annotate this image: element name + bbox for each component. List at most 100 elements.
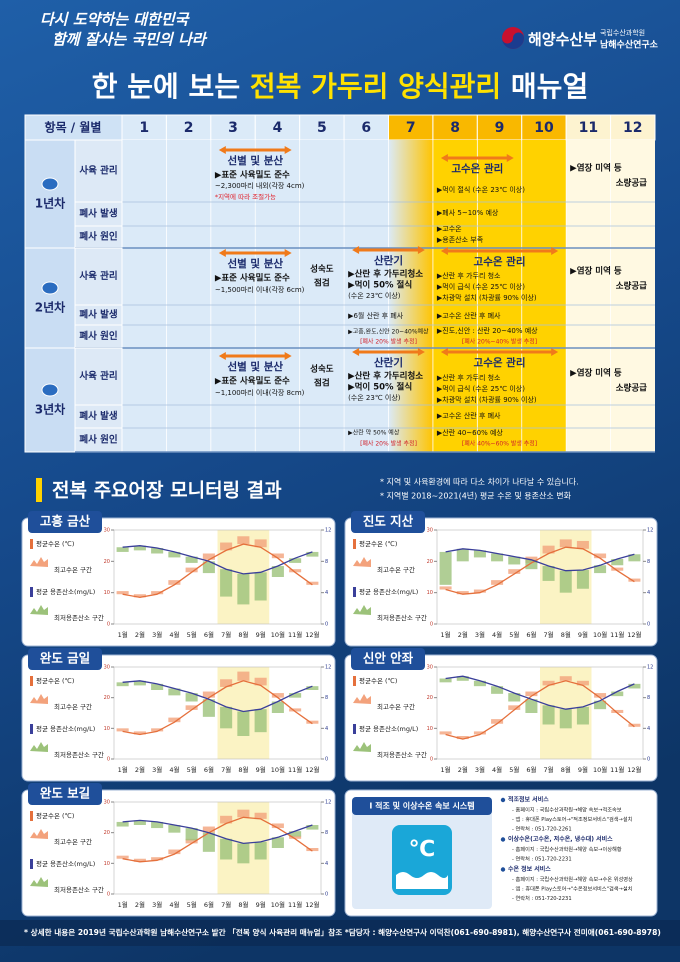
x-tick-label: 11월 [610,765,624,774]
max-temp-band [576,680,589,686]
x-tick-label: 10월 [271,900,285,909]
cell-text: ~2,300마리 내외(각장 4cm) [215,181,305,190]
min-do-band [237,573,250,605]
cell-text: ▶차광막 설치 (차광률 90% 이상) [437,293,537,302]
y-tick-label: 0 [430,622,433,628]
max-temp-band [168,717,181,723]
series-line [122,819,313,845]
legend-swatch [30,539,33,549]
legend-label: 평균수온 (℃) [36,539,74,548]
month-column [122,140,167,452]
max-temp-band [202,691,215,698]
legend-label: 평균 용존산소(mg/L) [36,859,95,868]
row-label-cell [74,427,123,453]
legend-label: 최고수온 구간 [54,702,92,711]
institute: 남해수산연구소 [600,39,659,51]
row-label: 사육 관리 [79,165,117,177]
cell-text: ▶산란 후 가두리 청소 [437,271,501,280]
legend-swatch [30,859,33,869]
x-tick-label: 6월 [526,630,536,639]
max-temp-band [271,823,284,829]
max-temp-band [133,858,146,862]
min-do-band [168,825,181,833]
max-temp-band [116,591,129,595]
month-column [521,140,567,452]
arrow-head [284,146,292,154]
min-do-band [271,837,284,848]
max-temp-band [133,594,146,598]
min-do-band [220,706,233,729]
x-tick-label: 5월 [509,765,519,774]
y-tick-label: 30 [104,800,110,806]
legend-label: 최고수온 구간 [377,565,415,574]
min-do-band [289,831,302,837]
y-tick-label: 0 [107,757,110,763]
chart-title: 완도 보길 [40,786,90,801]
max-temp-band [289,708,302,712]
x-tick-label: 2월 [458,765,468,774]
chart-card [344,654,658,782]
legend-label: 최저용존산소 구간 [54,885,104,894]
x-tick-label: 4월 [492,630,502,639]
cell-text: ▶진도,신안 : 산란 20~40% 예상 [437,326,538,335]
arrow-head [440,247,448,255]
min-do-band [456,548,469,562]
max-temp-band [594,553,607,559]
min-do-band [306,825,319,830]
ministry: 해양수산부 [528,31,597,49]
max-temp-band [151,728,164,732]
cell-text: ▶먹이 50% 절식 [348,382,412,393]
x-tick-label: 8월 [561,765,571,774]
min-do-band [508,693,521,702]
min-do-band [576,706,589,725]
cell-text: ▶먹이 절식 (수온 23℃ 이상) [437,185,525,194]
month-label: 4 [273,120,283,136]
max-temp-band [271,553,284,559]
x-tick-label: 6월 [526,765,536,774]
min-do-band [473,680,486,687]
service-line: - 앱 : 휴대폰 Play스토어→"적조정보서비스"검색→설치 [512,815,633,823]
y-tick-label: 30 [427,528,433,534]
legend-label: 평균수온 (℃) [359,676,397,685]
series-line [445,675,635,710]
min-do-band [542,705,555,725]
cell-text: 산란기 [374,356,403,369]
legend-swatch [353,605,371,615]
y2-tick-label: 4 [325,726,328,732]
min-do-band [271,566,284,577]
header-cell [565,114,612,141]
x-tick-label: 1월 [118,630,128,639]
min-do-band [202,699,215,717]
header-label: 항목 / 월별 [45,120,102,135]
legend-label: 최저용존산소 구간 [377,613,427,622]
section-bar [36,478,42,502]
y2-tick-label: 4 [647,590,650,596]
min-do-band [594,565,607,574]
arrow-head [218,146,226,154]
legend-label: 평균수온 (℃) [36,811,74,820]
x-tick-label: 3월 [152,630,162,639]
chart-title: 완도 금일 [40,651,90,666]
y2-tick-label: 0 [325,622,328,628]
abalone-icon [41,177,59,191]
legend-label: 평균 용존산소(mg/L) [359,587,418,596]
y2-tick-label: 4 [325,861,328,867]
min-do-band [289,693,302,698]
arrow-head [218,249,226,257]
max-temp-band [185,567,198,573]
row-label: 사육 관리 [79,270,117,282]
abalone-icon [41,383,59,397]
x-tick-label: 8월 [238,630,248,639]
service-title: 수온 정보 서비스 [508,865,551,873]
cell-text: ▶산란 40~60% 예상 [437,428,503,437]
arrow-head [551,247,559,255]
max-temp-band [151,857,164,861]
month-label: 3 [228,120,238,136]
legend-swatch [30,877,48,887]
service-line: - 앱 : 휴대폰 Play스토어→"수온정보서비스"검색→설치 [512,885,633,893]
max-temp-band [254,539,267,548]
chart-title-tab [351,511,425,533]
cell-text: 소량공급 [616,178,647,189]
alert-icon: ℃ [409,837,436,862]
month-label: 8 [450,120,460,136]
